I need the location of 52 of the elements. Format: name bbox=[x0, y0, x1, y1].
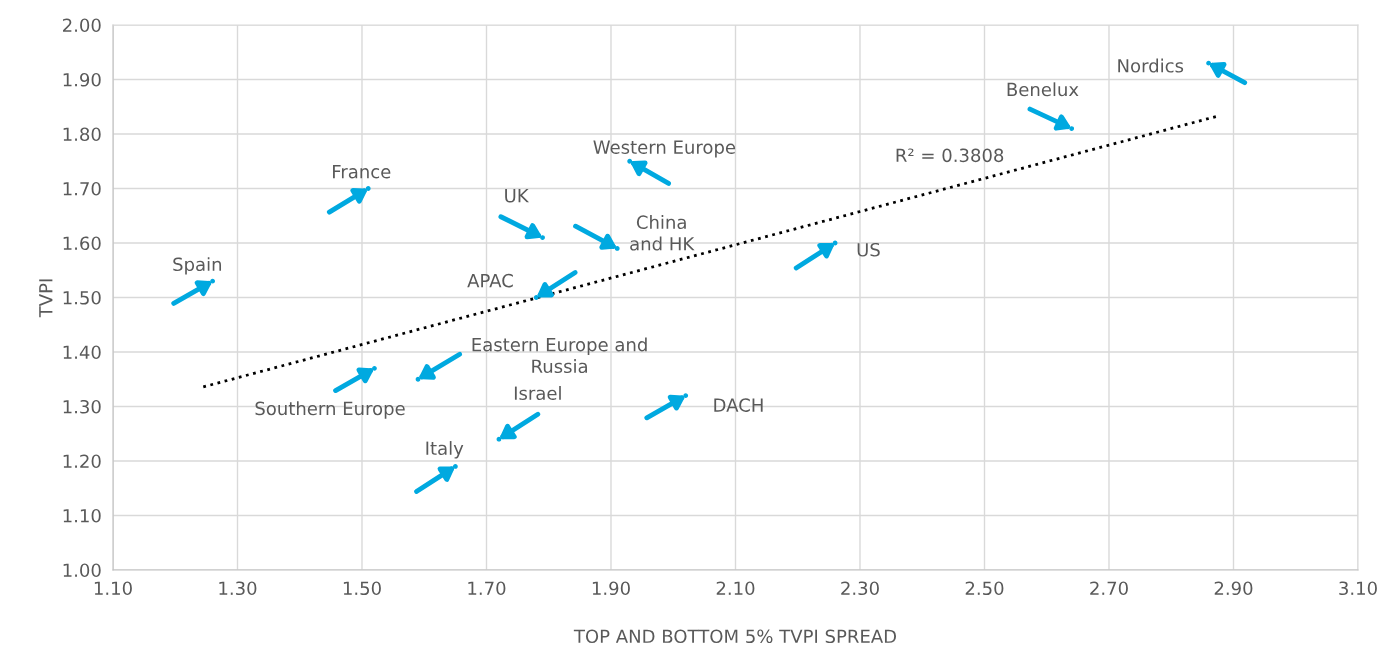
y-tick-label: 1.20 bbox=[63, 454, 101, 469]
annotation: Italy bbox=[426, 441, 464, 459]
annotation: R² = 0.3808 bbox=[896, 148, 1004, 163]
point bbox=[372, 365, 377, 371]
x-tick-label: 1.70 bbox=[468, 581, 506, 596]
point bbox=[496, 436, 502, 442]
point bbox=[627, 158, 633, 164]
annotation: DACH bbox=[714, 398, 763, 412]
point bbox=[1206, 60, 1211, 66]
x-tick-label: 1.50 bbox=[343, 581, 381, 596]
annotation: APAC bbox=[467, 273, 513, 288]
y-tick-label: 2.00 bbox=[63, 18, 101, 33]
annotation: Israel bbox=[514, 386, 561, 400]
x-tick-label: 1.10 bbox=[94, 581, 132, 596]
x-axis-title: TOP AND BOTTOM 5% TVPI SPREAD bbox=[573, 629, 897, 644]
x-tick-label: 2.50 bbox=[965, 581, 1004, 596]
annotation: China and HK bbox=[630, 215, 695, 251]
annotation: Southern Europe bbox=[255, 401, 405, 419]
annotation: Nordics bbox=[1118, 58, 1184, 73]
point bbox=[540, 235, 545, 240]
x-tick-label: 1.90 bbox=[592, 581, 630, 596]
point bbox=[210, 278, 215, 284]
point bbox=[415, 376, 421, 382]
y-tick-label: 1.00 bbox=[63, 563, 101, 578]
annotation: Spain bbox=[173, 257, 222, 275]
point bbox=[1069, 126, 1075, 131]
x-tick-label: 3.10 bbox=[1339, 581, 1377, 596]
x-tick-label: 2.10 bbox=[716, 581, 755, 596]
x-tick-label: 2.70 bbox=[1090, 581, 1128, 596]
annotation: US bbox=[857, 242, 880, 257]
x-tick-label: 2.30 bbox=[841, 581, 879, 596]
point bbox=[614, 246, 620, 251]
y-tick-label: 1.10 bbox=[63, 508, 101, 523]
annotation: UK bbox=[505, 189, 530, 203]
x-tick-label: 2.90 bbox=[1214, 581, 1253, 596]
y-tick-label: 1.40 bbox=[63, 345, 101, 360]
y-tick-label: 1.90 bbox=[63, 72, 101, 87]
y-tick-label: 1.70 bbox=[63, 181, 101, 196]
y-tick-label: 1.60 bbox=[63, 236, 101, 251]
y-tick-label: 1.30 bbox=[63, 399, 101, 414]
y-axis-title: TVPI bbox=[39, 279, 53, 318]
point bbox=[452, 464, 458, 469]
x-tick-label: 1.30 bbox=[219, 581, 257, 596]
annotation: Benelux bbox=[1007, 82, 1079, 97]
point bbox=[533, 295, 539, 300]
y-tick-label: 1.80 bbox=[63, 127, 101, 142]
y-tick-label: 1.50 bbox=[63, 290, 101, 305]
point bbox=[365, 186, 371, 191]
point bbox=[683, 393, 689, 398]
annotation: France bbox=[333, 165, 391, 179]
annotation: Eastern Europe and Russia bbox=[472, 337, 647, 374]
annotation: Western Europe bbox=[593, 140, 736, 158]
